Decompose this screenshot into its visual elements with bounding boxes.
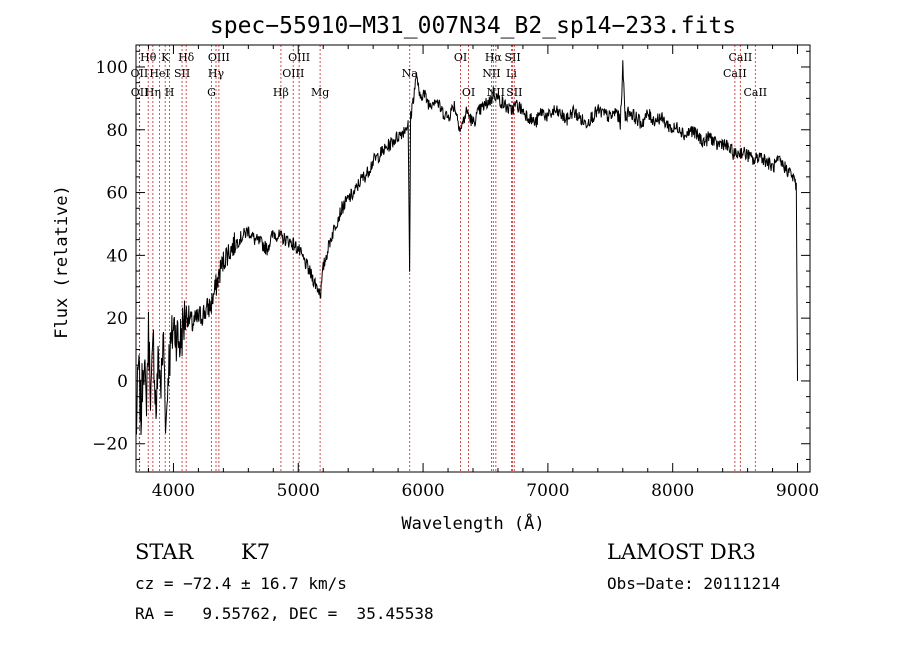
y-tick-label: 40 — [106, 246, 128, 266]
line-marker-labels: Hθ OII OII K HeI Hη Hδ SII H OIII Hγ G OIII OIII Hβ Mg N… — [131, 51, 768, 99]
marker-label: Na — [402, 67, 419, 80]
x-tick-label: 5000 — [277, 481, 320, 501]
marker-label: OI — [454, 51, 467, 64]
marker-label: Hη — [145, 86, 161, 99]
plot-frame — [135, 44, 811, 473]
y-axis-label: Flux (relative) — [52, 185, 72, 339]
y-tick-label: 20 — [106, 309, 128, 329]
x-tick-label: 9000 — [776, 481, 819, 501]
marker-label: HeI — [149, 67, 169, 80]
marker-label: OIII — [288, 51, 310, 64]
marker-label: SII — [506, 86, 522, 99]
object-class: STAR — [135, 540, 194, 564]
marker-label: H — [165, 86, 175, 99]
marker-label: OIII — [282, 67, 304, 80]
x-tick-label: 8000 — [651, 481, 694, 501]
x-tick-label: 4000 — [152, 481, 195, 501]
y-tick-label: 100 — [96, 58, 128, 78]
y-tick-label: 0 — [117, 372, 128, 392]
marker-label: OIII — [208, 51, 230, 64]
marker-label: Hδ — [178, 51, 195, 64]
marker-label: CaII — [723, 67, 747, 80]
marker-label: Hα — [485, 51, 503, 64]
x-axis-ticks: 4000 5000 6000 7000 8000 9000 — [147, 45, 819, 501]
chart-title: spec−55910−M31_007N34_B2_sp14−233.fits — [210, 13, 736, 39]
spectrum-line — [135, 60, 798, 436]
marker-label: G — [207, 86, 216, 99]
redshift-cz: cz = −72.4 ± 16.7 km/s — [135, 574, 347, 593]
marker-label: SII — [174, 67, 190, 80]
line-markers — [138, 45, 756, 472]
observation-date: Obs−Date: 20111214 — [607, 574, 781, 593]
marker-label: CaII — [743, 86, 767, 99]
marker-label: K — [161, 51, 170, 64]
x-axis-label: Wavelength (Å) — [401, 512, 544, 534]
x-tick-label: 7000 — [526, 481, 569, 501]
y-axis-ticks: −20 0 20 40 60 80 100 — [92, 50, 810, 460]
y-tick-label: 60 — [106, 184, 128, 204]
x-tick-label: 6000 — [401, 481, 444, 501]
marker-label: Hθ — [140, 51, 157, 64]
marker-label: SII — [504, 51, 520, 64]
marker-label: Hγ — [208, 67, 225, 80]
marker-label: NII — [482, 67, 500, 80]
marker-label: CaII — [729, 51, 753, 64]
marker-label: Li — [506, 67, 517, 80]
y-tick-label: −20 — [92, 435, 128, 455]
marker-label: OII — [131, 86, 149, 99]
coordinates: RA = 9.55762, DEC = 35.45538 — [135, 604, 434, 623]
survey-name: LAMOST DR3 — [607, 540, 756, 564]
marker-label: Mg — [311, 86, 329, 99]
marker-label: Hβ — [273, 86, 289, 99]
marker-label: OII — [131, 67, 149, 80]
marker-label: OI — [462, 86, 475, 99]
object-subclass: K7 — [241, 540, 271, 564]
y-tick-label: 80 — [106, 121, 128, 141]
